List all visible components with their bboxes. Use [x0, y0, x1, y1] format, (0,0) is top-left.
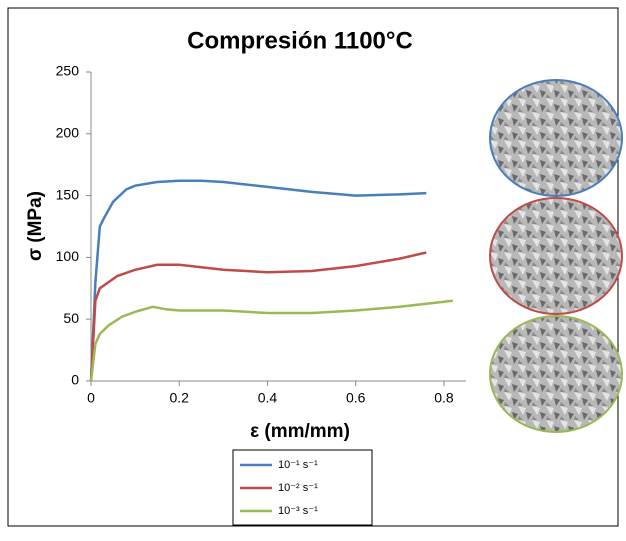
micrograph: [489, 79, 623, 197]
x-tick-label: 0.6: [346, 390, 366, 406]
x-tick-label: 0.8: [434, 390, 454, 406]
x-tick-label: 0: [87, 390, 95, 406]
micrograph: [489, 315, 623, 433]
legend-label: 10⁻¹ s⁻¹: [278, 459, 318, 471]
y-tick-label: 150: [56, 186, 80, 202]
y-tick-label: 100: [56, 248, 80, 264]
x-tick-label: 0.4: [258, 390, 278, 406]
x-tick-label: 0.2: [170, 390, 190, 406]
line: [89, 299, 453, 382]
legend-label: 10⁻² s⁻¹: [278, 482, 318, 494]
y-tick-label: 250: [56, 63, 80, 79]
y-tick-label: 0: [71, 372, 79, 388]
micrograph: [489, 197, 623, 315]
line: [89, 251, 427, 382]
legend-label: 10⁻³ s⁻¹: [278, 505, 318, 517]
y-tick-label: 50: [63, 310, 79, 326]
y-axis-label: σ (MPa): [25, 191, 46, 261]
x-axis-label: ε (mm/mm): [250, 421, 350, 442]
chart-title: Compresión 1100°C: [187, 27, 413, 54]
y-tick-label: 200: [56, 125, 80, 141]
line: [89, 179, 427, 382]
